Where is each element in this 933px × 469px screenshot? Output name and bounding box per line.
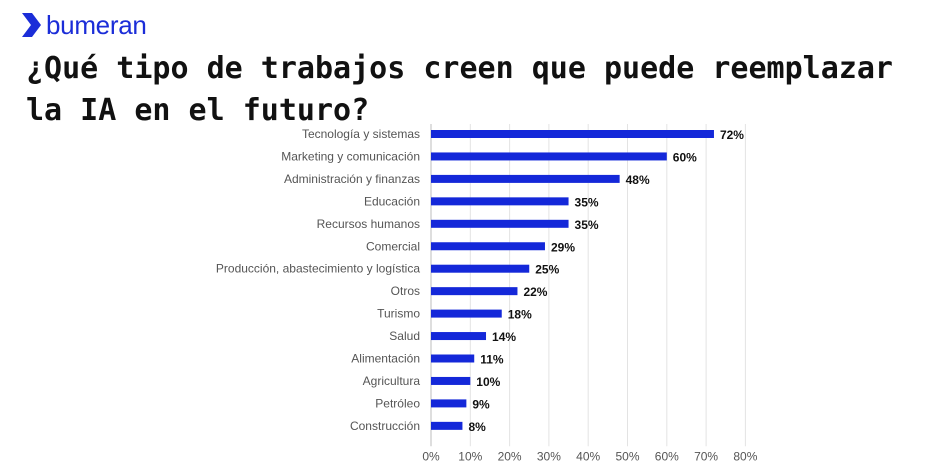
data-label: 18%: [508, 308, 532, 322]
brand-logo: bumeran: [20, 10, 147, 40]
category-label: Educación: [364, 194, 420, 208]
bar: [431, 130, 714, 138]
category-label: Petróleo: [375, 396, 420, 410]
category-label: Construcción: [350, 419, 420, 433]
data-label: 8%: [468, 420, 486, 434]
data-label: 11%: [480, 353, 504, 367]
x-tick-label: 40%: [576, 449, 600, 463]
bar: [431, 219, 569, 228]
category-label: Administración y finanzas: [284, 172, 420, 186]
x-tick-label: 80%: [733, 449, 757, 463]
category-label: Salud: [389, 329, 420, 343]
page-title: ¿Qué tipo de trabajos creen que puede re…: [26, 51, 893, 128]
bar: [431, 197, 569, 206]
bar: [431, 332, 487, 341]
x-tick-label: 60%: [655, 449, 679, 463]
category-label: Agricultura: [363, 374, 421, 388]
x-tick-label: 50%: [615, 449, 639, 463]
bar: [431, 421, 463, 430]
bar: [431, 354, 475, 363]
bar: [431, 174, 620, 183]
data-label: 10%: [476, 375, 500, 389]
category-label: Comercial: [366, 239, 420, 253]
category-label: Otros: [391, 284, 420, 298]
category-label: Alimentación: [351, 352, 420, 366]
category-label: Producción, abastecimiento y logística: [216, 262, 420, 276]
x-tick-label: 70%: [694, 449, 718, 463]
bumeran-chevron-icon: [22, 13, 41, 37]
x-tick-label: 0%: [422, 449, 440, 463]
data-label: 35%: [575, 218, 599, 232]
x-tick-label: 10%: [458, 449, 482, 463]
bar: [431, 399, 467, 408]
bar: [431, 264, 530, 273]
category-label: Marketing y comunicación: [281, 149, 420, 163]
bar-chart: 0% 10% 20% 30% 40% 50% 60% 70% 80% Tecnología y s…: [216, 124, 758, 463]
category-label: Recursos humanos: [317, 217, 420, 231]
bar: [431, 376, 471, 385]
data-label: 48%: [626, 173, 650, 187]
bar: [431, 152, 667, 161]
x-tick-label: 20%: [498, 449, 522, 463]
bar: [431, 242, 545, 251]
data-label: 35%: [575, 195, 599, 209]
data-label: 9%: [472, 397, 490, 411]
data-label: 22%: [523, 285, 547, 299]
data-label: 60%: [673, 150, 697, 164]
brand-name: bumeran: [46, 9, 147, 40]
bar: [431, 309, 502, 318]
data-label: 29%: [551, 240, 575, 254]
data-label: 14%: [492, 330, 516, 344]
bar: [431, 287, 518, 296]
category-label: Turismo: [377, 307, 420, 321]
data-label: 72%: [720, 128, 744, 142]
category-label: Tecnología y sistemas: [302, 127, 420, 141]
data-label: 25%: [535, 263, 559, 277]
x-tick-label: 30%: [537, 449, 561, 463]
